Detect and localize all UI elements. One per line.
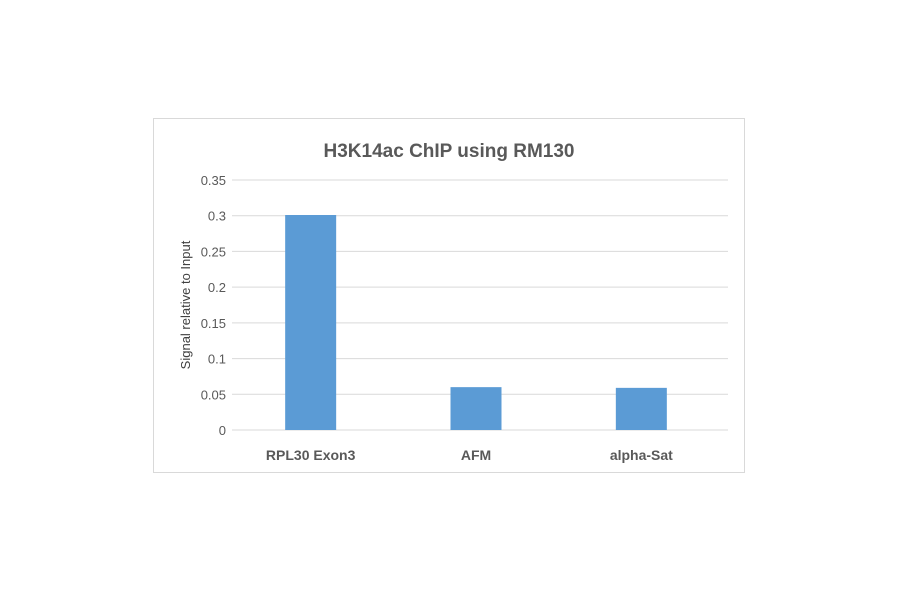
bar (285, 215, 337, 430)
y-tick-label: 0.15 (201, 316, 226, 331)
chart-title: H3K14ac ChIP using RM130 (324, 141, 575, 162)
y-tick-label: 0.05 (201, 387, 226, 402)
y-axis-label: Signal relative to Input (178, 240, 193, 369)
bar (615, 387, 667, 430)
chart-area (153, 118, 745, 473)
y-tick-label: 0.2 (208, 280, 226, 295)
y-tick-label: 0.1 (208, 352, 226, 367)
y-tick-label: 0 (219, 423, 226, 438)
x-tick-label: alpha-Sat (610, 447, 673, 463)
y-tick-label: 0.3 (208, 209, 226, 224)
x-tick-label: AFM (461, 447, 491, 463)
y-tick-label: 0.35 (201, 173, 226, 188)
bar (450, 387, 502, 430)
x-tick-label: RPL30 Exon3 (266, 447, 356, 463)
y-tick-label: 0.25 (201, 244, 226, 259)
